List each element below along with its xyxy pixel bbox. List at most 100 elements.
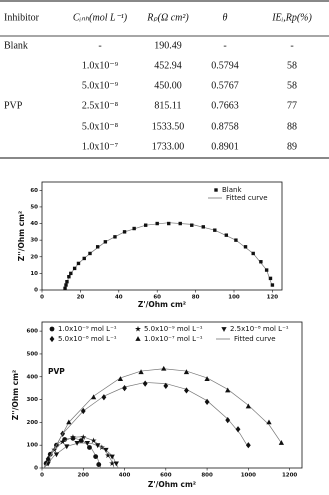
plot-frame (41, 181, 283, 291)
x-tick-label: 600 (160, 473, 172, 479)
y-tick-label: 600 (27, 329, 39, 335)
table-cell: - (223, 40, 226, 51)
marker (103, 447, 109, 453)
y-tick-label: 60 (30, 188, 38, 194)
marker (65, 279, 69, 284)
marker (201, 225, 205, 229)
marker (117, 376, 124, 381)
marker (155, 221, 159, 226)
x-tick-label: 80 (192, 295, 200, 301)
marker (80, 407, 86, 415)
legend-label: 1.0x10⁻⁹ mol L⁻¹ (58, 325, 117, 333)
marker (251, 251, 255, 256)
legend-label: 1.0x10⁻⁷ mol L⁻¹ (144, 335, 203, 343)
table-cell: 815.11 (154, 100, 181, 111)
legend-label: 5.0x10⁻⁹ mol L⁻¹ (144, 325, 203, 333)
legend-marker (135, 336, 141, 341)
x-tick-label: 20 (77, 295, 85, 301)
y-tick-label: 0 (34, 288, 38, 294)
marker (161, 365, 167, 371)
x-axis-label: Z'/Ohm cm² (148, 480, 196, 489)
marker (69, 271, 73, 276)
marker (76, 261, 81, 266)
marker (64, 444, 70, 450)
table-header-cell: Rₚ(Ω cm²) (146, 12, 189, 23)
marker (143, 223, 148, 227)
y-axis-label: Z''/Ohm cm² (11, 370, 20, 420)
table-cell: 2.5x10⁻⁸ (82, 100, 119, 111)
legend-label: Blank (222, 186, 242, 194)
marker (96, 462, 102, 467)
marker (268, 276, 273, 281)
marker (245, 403, 251, 409)
marker (122, 385, 127, 392)
marker (184, 387, 189, 394)
marker (72, 266, 77, 271)
legend-label: Fitted curve (226, 194, 268, 202)
table-cell: 0.8901 (211, 141, 239, 152)
y-tick-label: 10 (30, 271, 38, 277)
marker (264, 268, 269, 272)
plot-frame (41, 321, 303, 469)
marker (235, 426, 241, 433)
marker (142, 380, 148, 387)
table-header-cell: Cᵢₙₕ(mol L⁻¹) (73, 12, 128, 23)
x-tick-label: 120 (267, 295, 279, 301)
x-tick-label: 1000 (241, 473, 256, 479)
y-tick-label: 20 (30, 254, 38, 260)
marker (113, 461, 119, 467)
marker (98, 444, 105, 450)
table-group-label: Blank (4, 40, 28, 51)
marker (109, 460, 116, 466)
table-cell: 88 (287, 121, 297, 132)
marker (53, 452, 60, 458)
legend-marker (49, 326, 55, 332)
table-header-cell: Inhibitor (4, 12, 40, 23)
x-tick-label: 1200 (282, 473, 297, 479)
marker (178, 221, 182, 226)
marker (183, 369, 190, 375)
table-group-label: PVP (4, 100, 23, 111)
legend-marker (221, 327, 227, 332)
marker (225, 416, 231, 424)
table-cell: 89 (287, 141, 297, 152)
marker (95, 245, 100, 249)
table-cell: 450.00 (154, 80, 182, 91)
table-cell: 190.49 (154, 40, 182, 51)
y-tick-label: 50 (30, 204, 38, 210)
marker (67, 275, 71, 279)
marker (213, 228, 217, 232)
marker (84, 440, 91, 446)
legend-marker (214, 188, 218, 192)
marker (204, 398, 210, 405)
table-header-cell: IEᵢ,Rp(%) (271, 12, 312, 23)
y-axis-label: Z''/Ohm cm² (17, 211, 26, 261)
marker (234, 238, 238, 242)
marker (224, 233, 229, 237)
table-cell: 5.0x10⁻⁸ (82, 121, 119, 132)
marker (113, 235, 117, 239)
y-tick-label: 40 (30, 221, 38, 227)
marker (95, 443, 101, 449)
fitted-curve (43, 382, 249, 469)
marker (93, 454, 99, 459)
x-tick-label: 400 (119, 473, 131, 479)
marker (122, 230, 127, 234)
table-cell: 58 (287, 80, 297, 91)
y-tick-label: 100 (27, 443, 39, 449)
marker (80, 434, 87, 440)
marker (78, 438, 84, 444)
marker (66, 419, 72, 425)
x-axis-label: Z'/Ohm cm² (138, 300, 186, 309)
marker (245, 442, 251, 449)
marker (105, 452, 111, 458)
table-cell: 1733.00 (152, 141, 185, 152)
legend-marker (135, 325, 141, 332)
legend-label: Fitted curve (234, 335, 276, 343)
marker (87, 445, 92, 450)
marker (63, 286, 67, 291)
marker (69, 434, 76, 440)
marker (167, 221, 171, 226)
table-cell: 0.8758 (211, 121, 239, 132)
